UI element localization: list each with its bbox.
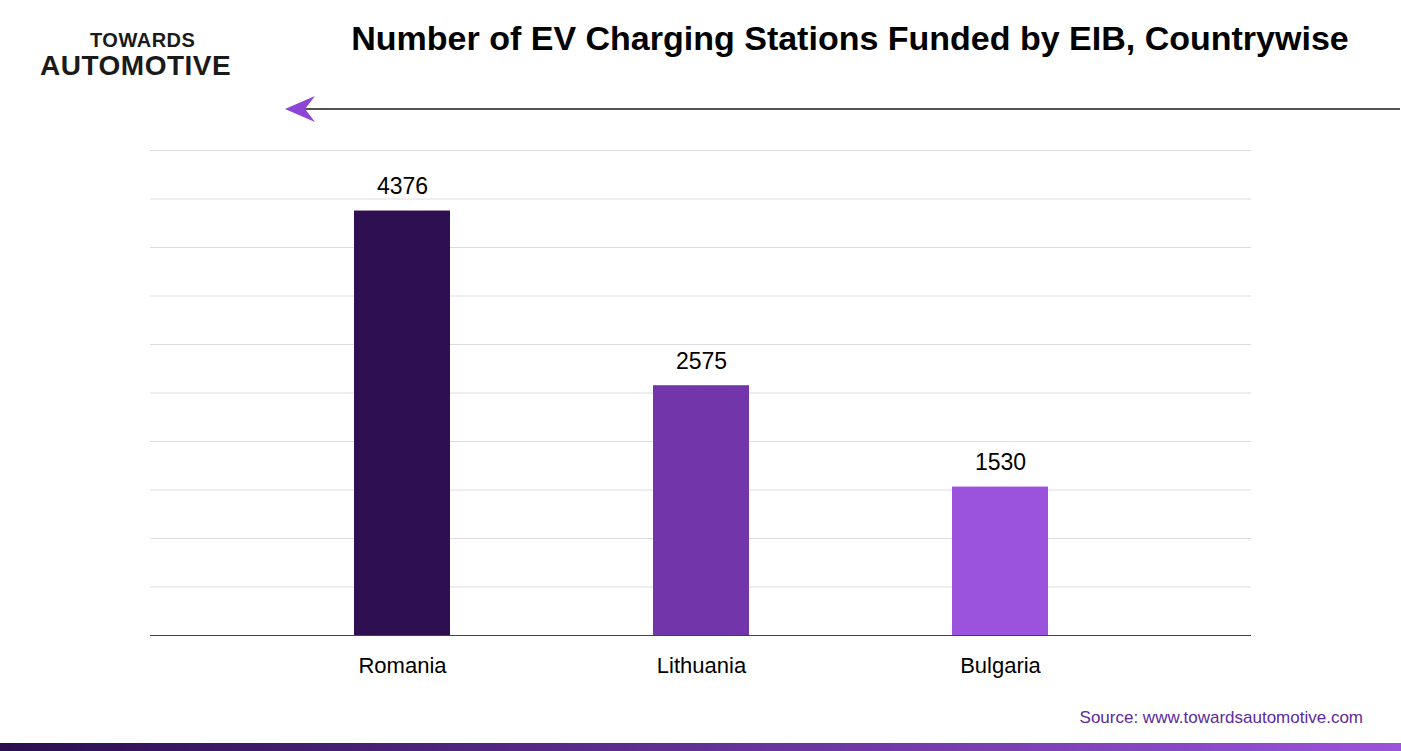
svg-text:Romania: Romania <box>358 653 447 678</box>
html-text:Source: www.towardsautomotive.: Source: www.towardsautomotive.com <box>1079 708 1363 727</box>
svg-text:2575: 2575 <box>676 348 727 374</box>
svg-text:Bulgaria: Bulgaria <box>960 653 1041 678</box>
svg-text:4376: 4376 <box>377 173 428 199</box>
html-text:AUTOMOTIVE: AUTOMOTIVE <box>40 50 232 81</box>
html-text:TOWARDS: TOWARDS <box>90 29 196 51</box>
svg-text:Lithuania: Lithuania <box>657 653 747 678</box>
html-text:Number of EV Charging Stations: Number of EV Charging Stations Funded by… <box>351 19 1349 57</box>
svg-text:1530: 1530 <box>975 449 1026 475</box>
